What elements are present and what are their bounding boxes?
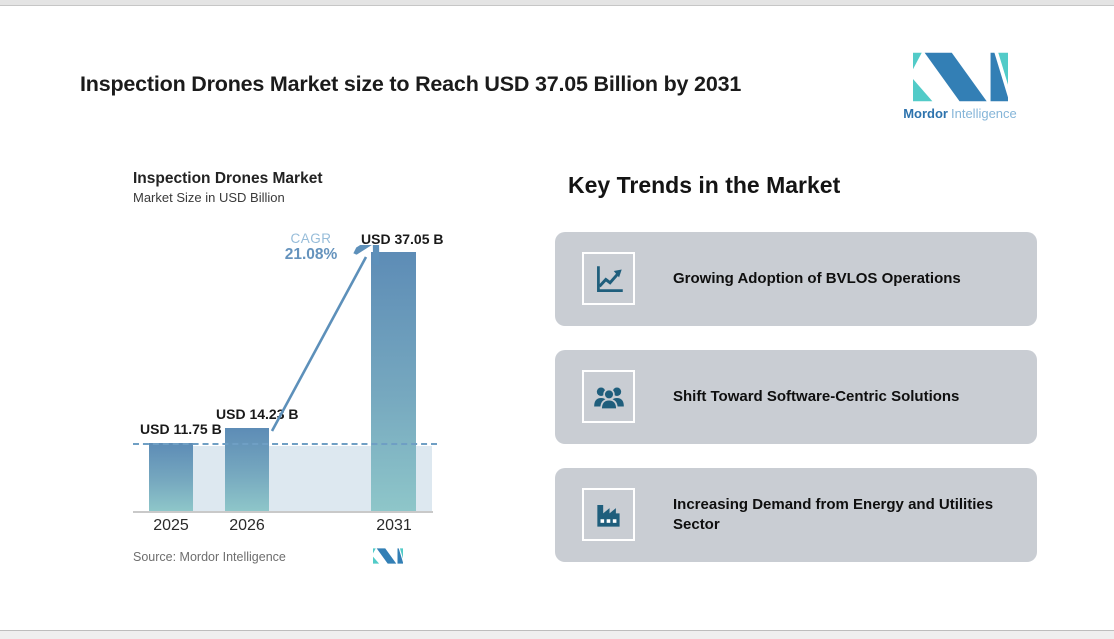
mordor-logo-small-icon (373, 548, 403, 564)
trend-icon-box (582, 252, 635, 305)
logo-brand-secondary: Intelligence (951, 106, 1017, 121)
trend-label: Increasing Demand from Energy and Utilit… (673, 495, 994, 533)
source-row: Source: Mordor Intelligence (133, 548, 413, 568)
cagr-value: 21.08% (284, 246, 338, 263)
growth-arrow-icon (270, 245, 383, 432)
bar-chart: USD 11.75 B USD 14.23 B USD 37.05 B 2025… (133, 225, 445, 534)
value-label-2025: USD 11.75 B (140, 421, 222, 437)
trend-card-energy: Increasing Demand from Energy and Utilit… (555, 468, 1037, 562)
trend-card-bvlos: Growing Adoption of BVLOS Operations (555, 232, 1037, 326)
bottom-border-strip (0, 630, 1114, 639)
chart-title: Inspection Drones Market (133, 170, 323, 187)
page-title: Inspection Drones Market size to Reach U… (80, 72, 742, 96)
x-tick-2031: 2031 (376, 517, 412, 534)
x-tick-2026: 2026 (229, 517, 265, 534)
growth-chart-icon (596, 265, 623, 292)
team-icon (593, 386, 624, 410)
logo-brand-primary: Mordor (903, 106, 948, 121)
trend-label: Growing Adoption of BVLOS Operations (673, 269, 961, 287)
bar-2025 (149, 443, 193, 511)
mordor-logo-icon (912, 52, 1008, 102)
source-text: Source: Mordor Intelligence (133, 550, 286, 564)
bar-2026 (225, 428, 269, 511)
mordor-intelligence-logo: Mordor Intelligence (895, 52, 1025, 121)
trends-heading: Key Trends in the Market (568, 172, 841, 198)
x-tick-2025: 2025 (153, 517, 189, 534)
reference-dashed-line (133, 443, 437, 445)
chart-subtitle: Market Size in USD Billion (133, 190, 285, 205)
x-axis-line (133, 511, 433, 513)
bar-2031 (371, 252, 416, 511)
value-label-2031: USD 37.05 B (361, 231, 444, 247)
cagr-label: CAGR (290, 231, 332, 246)
top-border-strip (0, 0, 1114, 6)
trend-icon-box (582, 370, 635, 423)
logo-wordmark: Mordor Intelligence (895, 106, 1025, 121)
cagr-annotation: CAGR 21.08% (271, 231, 351, 264)
trend-card-software: Shift Toward Software-Centric Solutions (555, 350, 1037, 444)
trend-label: Shift Toward Software-Centric Solutions (673, 387, 960, 405)
trend-icon-box (582, 488, 635, 541)
factory-icon (596, 504, 620, 527)
